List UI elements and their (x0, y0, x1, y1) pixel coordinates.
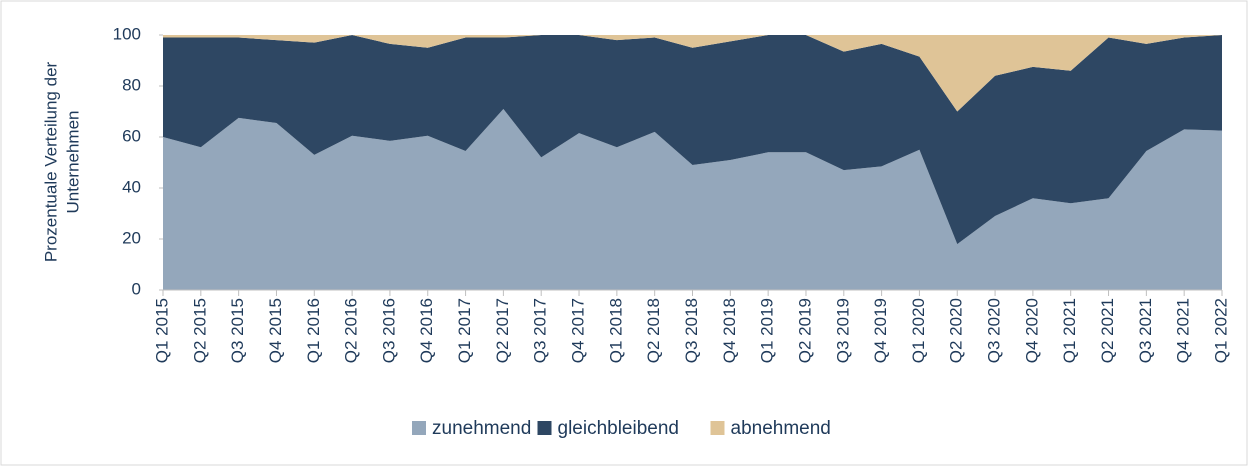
x-tick-label: Q2 2017 (493, 298, 512, 363)
y-tick-label: 0 (132, 279, 141, 298)
y-axis-title-line: Unternehmen (63, 110, 82, 213)
legend-swatch (537, 421, 552, 435)
x-tick-label: Q4 2019 (871, 298, 890, 363)
x-tick-label: Q1 2022 (1211, 298, 1230, 363)
area (163, 35, 1222, 245)
y-tick-label: 40 (122, 177, 141, 196)
x-tick-label: Q3 2019 (833, 298, 852, 363)
x-tick-label: Q4 2016 (417, 298, 436, 363)
x-tick-label: Q3 2017 (531, 298, 550, 363)
legend-label: abnehmend (731, 418, 831, 439)
x-tick-label: Q4 2018 (720, 298, 739, 363)
y-tick-label: 80 (122, 75, 141, 94)
legend-swatch (412, 421, 426, 435)
x-tick-label: Q1 2017 (455, 298, 474, 363)
x-tick-label: Q2 2019 (795, 298, 814, 363)
x-tick-label: Q2 2021 (1098, 298, 1117, 363)
y-axis-title: Prozentuale Verteilung der Unternehmen (41, 61, 82, 262)
y-tick-label: 20 (122, 228, 141, 247)
x-tick-label: Q3 2016 (379, 298, 398, 363)
x-tick-label: Q1 2015 (152, 298, 171, 363)
x-tick-label: Q2 2016 (342, 298, 361, 363)
area (163, 108, 1222, 290)
x-tick-label: Q4 2015 (266, 298, 285, 363)
x-tick-label: Q1 2018 (606, 298, 625, 363)
x-tick-label: Q3 2015 (228, 298, 247, 363)
area (163, 35, 1222, 112)
x-tick-label: Q1 2019 (758, 298, 777, 363)
x-tick-label: Q3 2021 (1136, 298, 1155, 363)
x-tick-label: Q1 2020 (909, 298, 928, 363)
x-tick-label: Q2 2020 (947, 298, 966, 363)
x-tick-label: Q4 2017 (569, 298, 588, 363)
legend-label: zunehmend (432, 418, 531, 439)
x-tick-label: Q2 2015 (190, 298, 209, 363)
legend-label: gleichbleibend (558, 418, 680, 439)
x-tick-label: Q1 2021 (1060, 298, 1079, 363)
legend-swatch (710, 421, 725, 435)
x-tick-label: Q3 2020 (985, 298, 1004, 363)
y-tick-label: 60 (122, 126, 141, 145)
x-tick-label: Q4 2021 (1174, 298, 1193, 363)
x-tick-label: Q2 2018 (644, 298, 663, 363)
x-tick-label: Q4 2020 (1022, 298, 1041, 363)
y-axis-title-line: Prozentuale Verteilung der (41, 61, 60, 262)
x-tick-label: Q3 2018 (682, 298, 701, 363)
y-tick-label: 100 (113, 24, 141, 43)
x-tick-label: Q1 2016 (304, 298, 323, 363)
